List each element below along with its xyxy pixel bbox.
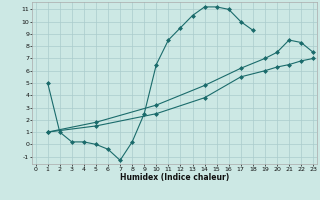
- X-axis label: Humidex (Indice chaleur): Humidex (Indice chaleur): [120, 173, 229, 182]
